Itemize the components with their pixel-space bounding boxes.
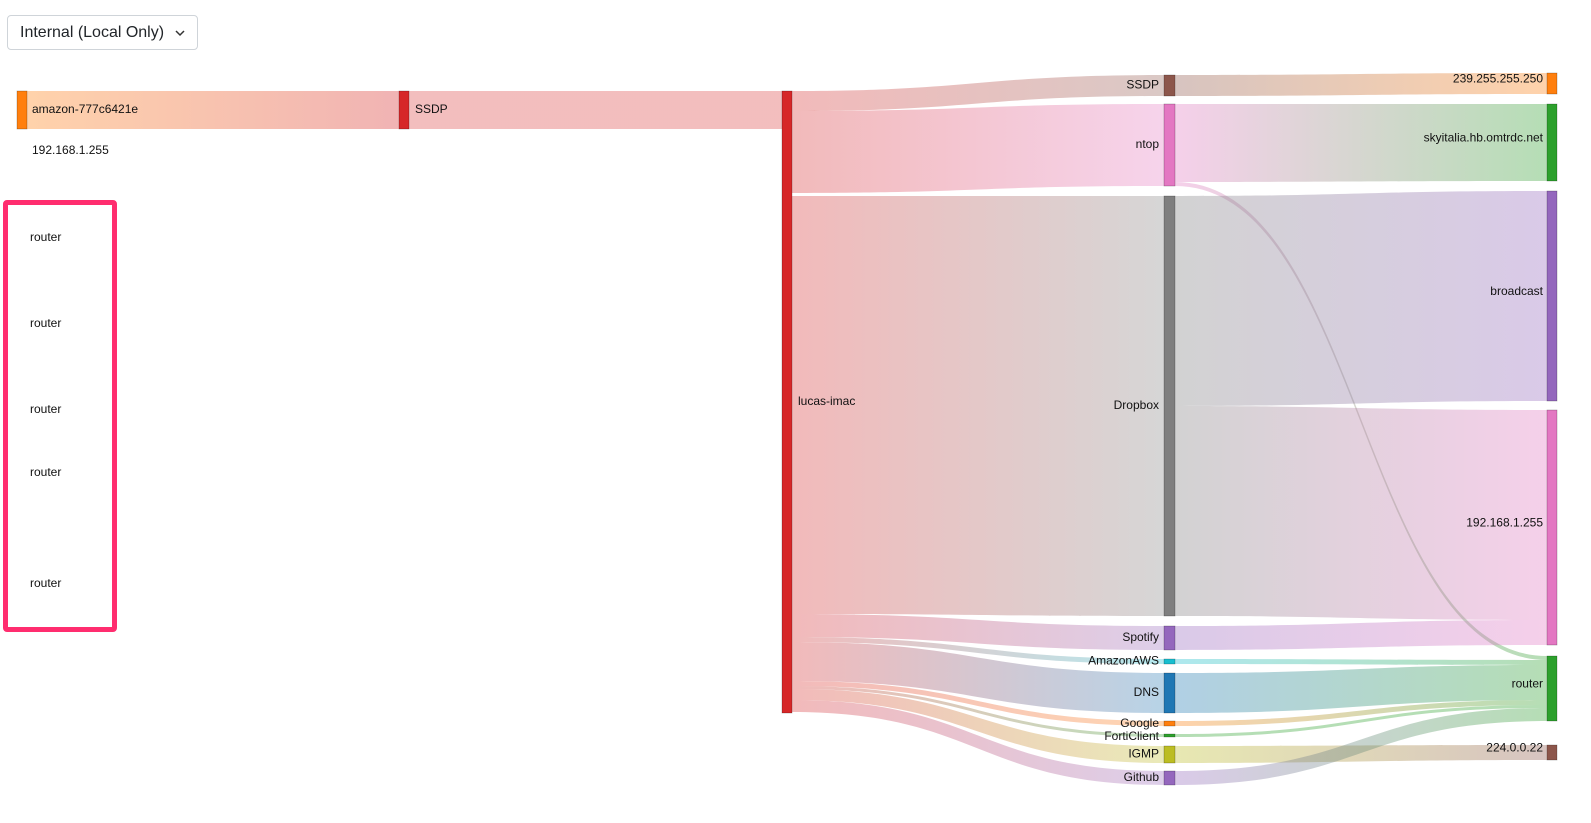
chevron-down-icon <box>175 29 185 36</box>
link-ssdp-dst <box>1175 73 1547 96</box>
node-dst-broadcast[interactable] <box>1546 190 1558 402</box>
label-app-amazonaws: AmazonAWS <box>1088 654 1159 668</box>
node-app-dns[interactable] <box>1163 672 1176 714</box>
link-spotify-dst <box>1175 620 1547 650</box>
label-left-ssdp: SSDP <box>415 102 448 116</box>
label-app-google: Google <box>1120 716 1159 730</box>
node-dst-239-255-255-250[interactable] <box>1546 72 1558 95</box>
link-igmp-dst <box>1175 745 1547 763</box>
highlighted-router-1[interactable]: router <box>30 230 62 244</box>
link-hub-google <box>792 681 1164 726</box>
link-amazon-ssdp <box>27 91 399 129</box>
highlighted-router-4[interactable]: router <box>30 465 62 479</box>
label-app-ntop: ntop <box>1136 137 1160 151</box>
node-app-igmp[interactable] <box>1163 745 1176 764</box>
link-ssdp-hub <box>409 91 782 129</box>
link-hub-ntop <box>792 104 1164 193</box>
highlighted-router-5[interactable]: router <box>30 576 62 590</box>
link-dropbox-dst <box>1175 191 1547 406</box>
highlighted-router-2[interactable]: router <box>30 316 62 330</box>
traffic-filter-dropdown[interactable]: Internal (Local Only) <box>7 15 198 50</box>
label-source-192-168-1-255: 192.168.1.255 <box>32 143 109 157</box>
highlight-box <box>3 200 117 632</box>
node-app-ssdp[interactable] <box>1163 74 1176 97</box>
link-hub-github <box>792 700 1164 785</box>
label-app-spotify: Spotify <box>1122 630 1159 644</box>
label-app-dropbox: Dropbox <box>1114 398 1159 412</box>
link-ntop-dst <box>1175 104 1547 182</box>
label-app-github: Github <box>1124 770 1160 784</box>
label-app-forticlient: FortiClient <box>1104 729 1159 743</box>
link-dns-dst <box>1175 665 1547 713</box>
label-amazon-777c6421e: amazon-777c6421e <box>32 102 138 116</box>
node-app-forticlient[interactable] <box>1163 733 1176 738</box>
node-amazon-777c6421e[interactable] <box>16 90 28 130</box>
label-dst-router: router <box>1512 677 1543 691</box>
label-dst-broadcast: broadcast <box>1490 284 1543 298</box>
sankey-links <box>27 73 1547 785</box>
label-dst-239-255-255-250: 239.255.255.250 <box>1453 72 1543 86</box>
node-left-ssdp[interactable] <box>398 90 410 130</box>
node-app-spotify[interactable] <box>1163 625 1176 651</box>
link-amazonaws-dst <box>1175 659 1547 665</box>
label-app-ssdp: SSDP <box>1126 78 1159 92</box>
node-dst-224-0-0-22[interactable] <box>1546 744 1558 761</box>
highlighted-router-3[interactable]: router <box>30 402 62 416</box>
label-app-dns: DNS <box>1134 685 1159 699</box>
link-hub-dns <box>792 642 1164 713</box>
node-app-dropbox[interactable] <box>1163 195 1176 617</box>
link-google-dst <box>1175 700 1547 726</box>
link-hub-amazonaws <box>792 637 1164 664</box>
node-app-google[interactable] <box>1163 720 1176 727</box>
node-app-github[interactable] <box>1163 770 1176 786</box>
filter-selected-value: Internal (Local Only) <box>20 23 165 41</box>
link-forticlient-dst <box>1175 705 1547 737</box>
label-dst-224-0-0-22: 224.0.0.22 <box>1486 741 1543 755</box>
node-dst-192-168-1-255[interactable] <box>1546 409 1558 646</box>
link-hub-forticlient <box>792 686 1164 737</box>
label-lucas-imac: lucas-imac <box>798 394 855 408</box>
label-dst-192-168-1-255: 192.168.1.255 <box>1466 516 1543 530</box>
label-app-igmp: IGMP <box>1128 747 1159 761</box>
link-dropbox-dst <box>1175 406 1547 620</box>
link-github-dst <box>1175 708 1547 785</box>
node-lucas-imac[interactable] <box>781 90 793 714</box>
node-dst-router[interactable] <box>1546 655 1558 722</box>
label-dst-skyitalia-hb-omtrdc-net: skyitalia.hb.omtrdc.net <box>1424 131 1544 145</box>
sankey-labels: amazon-777c6421e 192.168.1.255 SSDP lucas-i… <box>32 72 1544 785</box>
node-app-amazonaws[interactable] <box>1163 658 1176 665</box>
link-hub-spotify <box>792 614 1164 650</box>
sankey-nodes <box>16 72 1558 786</box>
link-hub-ssdp <box>792 75 1164 111</box>
link-hub-dropbox <box>792 196 1164 616</box>
node-dst-skyitalia-hb-omtrdc-net[interactable] <box>1546 103 1558 182</box>
link-hub-igmp <box>792 689 1164 763</box>
node-app-ntop[interactable] <box>1163 103 1176 187</box>
